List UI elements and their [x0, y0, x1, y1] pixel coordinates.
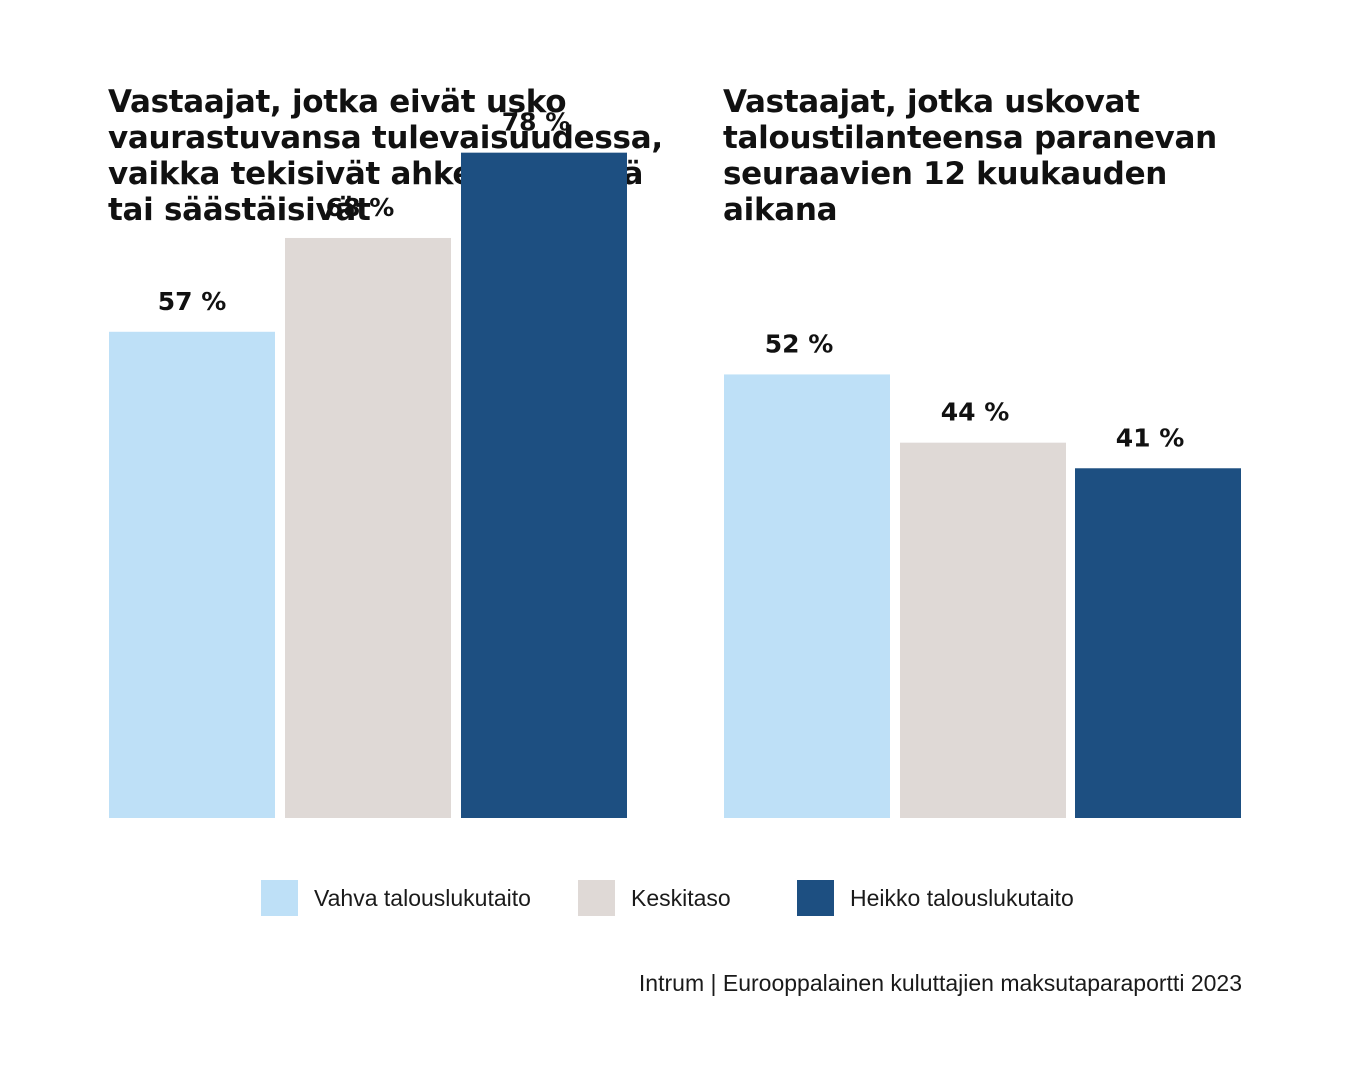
bar-chart1-strong: [109, 331, 275, 818]
bar-chart2-average: [900, 442, 1066, 818]
legend-label-weak: Heikko talouslukutaito: [850, 884, 1074, 911]
legend-item-strong: Vahva talouslukutaito: [261, 880, 531, 916]
source-note: Intrum | Eurooppalainen kuluttajien maks…: [638, 970, 1242, 996]
legend: Vahva talouslukutaito Keskitaso Heikko t…: [0, 880, 1350, 916]
legend-swatch-strong: [261, 880, 298, 916]
bar-charts: 57 % 68 % 78 % 52 % 44 % 41 %: [109, 108, 1241, 818]
bar-chart1-weak: [461, 152, 627, 818]
legend-label-average: Keskitaso: [631, 884, 731, 911]
legend-swatch-average: [578, 880, 615, 916]
value-label-chart1-average: 68 %: [326, 193, 395, 222]
bar-chart2-weak: [1075, 468, 1241, 818]
value-label-chart2-strong: 52 %: [765, 329, 834, 358]
legend-item-average: Keskitaso: [578, 880, 731, 916]
legend-item-weak: Heikko talouslukutaito: [797, 880, 1074, 916]
value-label-chart1-strong: 57 %: [158, 287, 227, 316]
value-label-chart1-weak: 78 %: [502, 108, 571, 137]
value-label-chart2-average: 44 %: [941, 398, 1010, 427]
legend-label-strong: Vahva talouslukutaito: [314, 884, 531, 911]
legend-swatch-weak: [797, 880, 834, 916]
bar-chart2-strong: [724, 374, 890, 818]
bar-chart1-average: [285, 237, 451, 818]
chart-title-right: Vastaajat, jotka uskovat taloustilanteen…: [723, 84, 1217, 228]
value-label-chart2-weak: 41 %: [1116, 423, 1185, 452]
